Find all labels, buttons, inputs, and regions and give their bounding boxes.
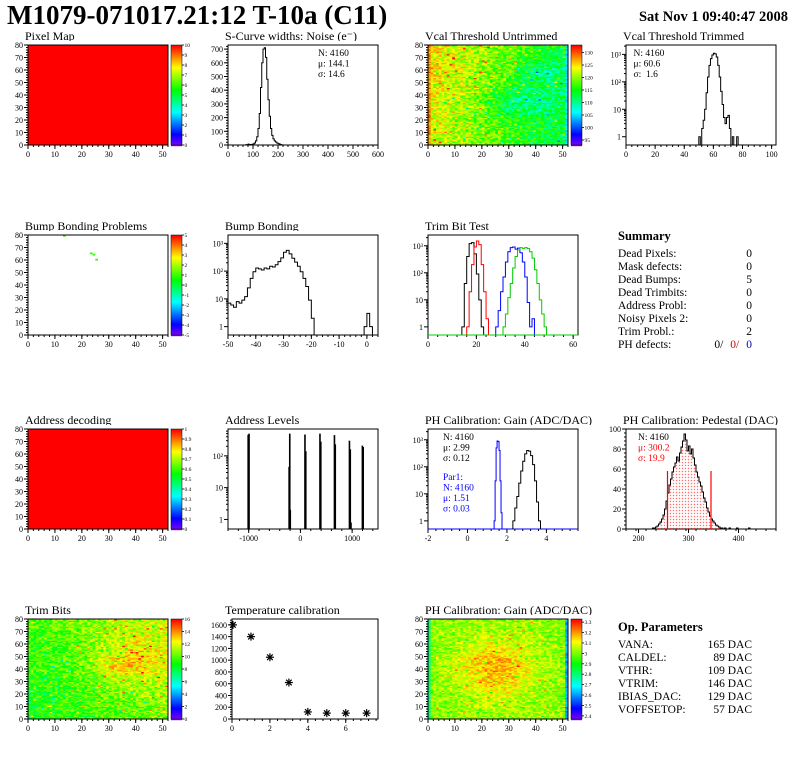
- plot-scurve-noise: S-Curve widths: Noise (e⁻): [202, 29, 398, 161]
- plot-ph-gain-map: PH Calibration: Gain (ADC/DAC): [402, 603, 598, 735]
- op-parameter-row: IBIAS_DAC: 129 DAC: [618, 691, 796, 704]
- op-parameter-label: CALDEL:: [618, 652, 667, 664]
- ph-pedestal-canvas: [600, 425, 796, 543]
- address-decoding-canvas: [2, 425, 198, 543]
- op-parameter-row: VTHR: 109 DAC: [618, 665, 796, 678]
- op-parameter-value: 109 DAC: [707, 665, 752, 677]
- plot-title: Address Levels: [225, 413, 300, 427]
- trim-bits-canvas: [2, 615, 198, 733]
- summary-row-label: Dead Pixels:: [618, 248, 677, 260]
- summary-row-value: 0: [746, 287, 752, 299]
- plot-title: Trim Bit Test: [425, 219, 489, 233]
- op-parameter-row: CALDEL: 89 DAC: [618, 652, 796, 665]
- report-title: M1079-071017.21:12 T-10a (C11): [7, 0, 388, 30]
- summary-panel: Summary Dead Pixels: 0 Mask defects: 0 Dea…: [601, 219, 796, 352]
- temperature-calibration-canvas: [202, 615, 398, 733]
- op-parameter-label: VOFFSETOP:: [618, 704, 686, 716]
- ph-defects-value: 0: [746, 339, 752, 351]
- plot-temperature-calibration: Temperature calibration: [202, 603, 398, 735]
- op-parameters-title: Op. Parameters: [618, 620, 703, 634]
- vcal-trimmed-canvas: [600, 41, 796, 159]
- plot-bump-bonding: Bump Bonding: [202, 219, 398, 351]
- op-parameter-label: IBIAS_DAC:: [618, 691, 682, 703]
- plot-title: Temperature calibration: [225, 603, 340, 617]
- plot-pixel-map: Pixel Map: [2, 29, 198, 161]
- summary-row: Mask defects: 0: [618, 261, 796, 274]
- op-parameter-value: 57 DAC: [713, 704, 752, 716]
- summary-row-label: Address Probl:: [618, 300, 687, 312]
- op-parameter-value: 165 DAC: [707, 639, 752, 651]
- plot-title: Vcal Threshold Trimmed: [623, 29, 745, 43]
- summary-row-value: 0: [746, 261, 752, 273]
- summary-row-value: 0: [746, 300, 752, 312]
- summary-row: Dead Trimbits: 0: [618, 287, 796, 300]
- op-parameter-row: VOFFSETOP: 57 DAC: [618, 704, 796, 717]
- summary-row: Dead Bumps: 5: [618, 274, 796, 287]
- summary-row: Address Probl: 0: [618, 300, 796, 313]
- ph-defects-value: 0/: [730, 339, 740, 351]
- summary-row: Trim Probl.: 2: [618, 326, 796, 339]
- plot-vcal-untrimmed: Vcal Threshold Untrimmed: [402, 29, 598, 161]
- op-parameter-value: 146 DAC: [707, 678, 752, 690]
- op-parameters-panel: Op. Parameters VANA: 165 DAC CALDEL: 89 DA…: [601, 603, 796, 717]
- plot-trim-bits: Trim Bits: [2, 603, 198, 735]
- plot-title: PH Calibration: Gain (ADC/DAC): [425, 603, 592, 617]
- plot-title: S-Curve widths: Noise (e⁻): [225, 29, 357, 43]
- trim-bit-test-canvas: [402, 231, 598, 349]
- op-parameter-value: 129 DAC: [707, 691, 752, 703]
- plot-title: Bump Bonding Problems: [25, 219, 148, 233]
- summary-row-label: Dead Trimbits:: [618, 287, 688, 299]
- op-parameter-label: VTHR:: [618, 665, 653, 677]
- plot-title: Bump Bonding: [225, 219, 299, 233]
- op-parameter-label: VTRIM:: [618, 678, 659, 690]
- summary-row-value: 5: [746, 274, 752, 286]
- plot-address-decoding: Address decoding: [2, 413, 198, 545]
- report-date: Sat Nov 1 09:40:47 2008: [638, 9, 788, 25]
- plot-address-levels: Address Levels: [202, 413, 398, 545]
- op-parameter-label: VANA:: [618, 639, 653, 651]
- summary-row-label: Noisy Pixels 2:: [618, 313, 689, 325]
- summary-title: Summary: [618, 229, 671, 243]
- plot-ph-pedestal: PH Calibration: Pedestal (DAC): [600, 413, 796, 545]
- bump-bonding-problems-canvas: [2, 231, 198, 349]
- ph-gain-map-canvas: [402, 615, 598, 733]
- summary-row-value: 2: [746, 326, 752, 338]
- plot-ph-gain-hist: PH Calibration: Gain (ADC/DAC): [402, 413, 598, 545]
- ph-defects-values: 0/ 0/ 0: [714, 339, 752, 352]
- summary-row-value: 0: [746, 313, 752, 325]
- pixel-map-canvas: [2, 41, 198, 159]
- summary-row-label: Trim Probl.:: [618, 326, 675, 338]
- summary-row: Noisy Pixels 2: 0: [618, 313, 796, 326]
- plot-title: Trim Bits: [25, 603, 71, 617]
- plot-title: Pixel Map: [25, 29, 75, 43]
- ph-defects-value: 0/: [714, 339, 724, 351]
- summary-row: Dead Pixels: 0: [618, 248, 796, 261]
- address-levels-canvas: [202, 425, 398, 543]
- plot-trim-bit-test: Trim Bit Test: [402, 219, 598, 351]
- vcal-untrimmed-canvas: [402, 41, 598, 159]
- op-parameter-value: 89 DAC: [713, 652, 752, 664]
- bump-bonding-canvas: [202, 231, 398, 349]
- scurve-noise-canvas: [202, 41, 398, 159]
- plot-bump-bonding-problems: Bump Bonding Problems: [2, 219, 198, 351]
- summary-row-value: 0: [746, 248, 752, 260]
- plot-title: PH Calibration: Pedestal (DAC): [623, 413, 778, 427]
- plot-title: Address decoding: [25, 413, 112, 427]
- plot-vcal-trimmed: Vcal Threshold Trimmed: [600, 29, 796, 161]
- summary-row-label: PH defects:: [618, 339, 672, 351]
- ph-gain-hist-canvas: [402, 425, 598, 543]
- summary-row-label: Dead Bumps:: [618, 274, 681, 286]
- summary-row-ph-defects: PH defects: 0/ 0/ 0: [618, 339, 796, 352]
- op-parameter-row: VANA: 165 DAC: [618, 639, 796, 652]
- plot-title: Vcal Threshold Untrimmed: [425, 29, 558, 43]
- plot-title: PH Calibration: Gain (ADC/DAC): [425, 413, 592, 427]
- op-parameter-row: VTRIM: 146 DAC: [618, 678, 796, 691]
- summary-row-label: Mask defects:: [618, 261, 683, 273]
